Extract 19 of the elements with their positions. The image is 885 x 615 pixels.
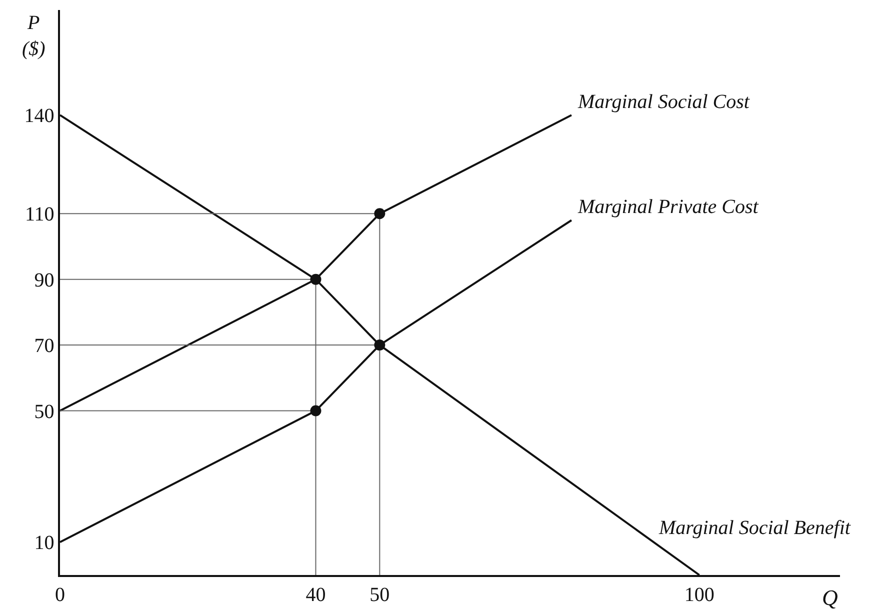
y-tick-label: 110 <box>24 204 54 226</box>
x-tick-label: 40 <box>306 584 326 606</box>
y-tick-label: 140 <box>24 105 54 128</box>
point <box>310 274 322 285</box>
series-label: Marginal Social Cost <box>577 91 750 113</box>
x-axis-title: Q <box>822 585 838 610</box>
series-label: Marginal Private Cost <box>577 196 759 218</box>
series-label: Marginal Social Benefit <box>658 517 851 539</box>
y-tick-label: 10 <box>34 532 54 554</box>
y-tick-label: 90 <box>34 269 54 292</box>
x-tick-label: 50 <box>370 584 390 606</box>
x-tick-label: 100 <box>684 584 714 606</box>
point <box>310 405 322 416</box>
y-tick-label: 70 <box>34 335 54 358</box>
x-tick-label: 0 <box>55 584 65 606</box>
point <box>374 340 386 351</box>
y-axis-title: P ($) <box>22 12 46 60</box>
y-tick-label: 50 <box>34 400 54 423</box>
point <box>374 208 386 220</box>
